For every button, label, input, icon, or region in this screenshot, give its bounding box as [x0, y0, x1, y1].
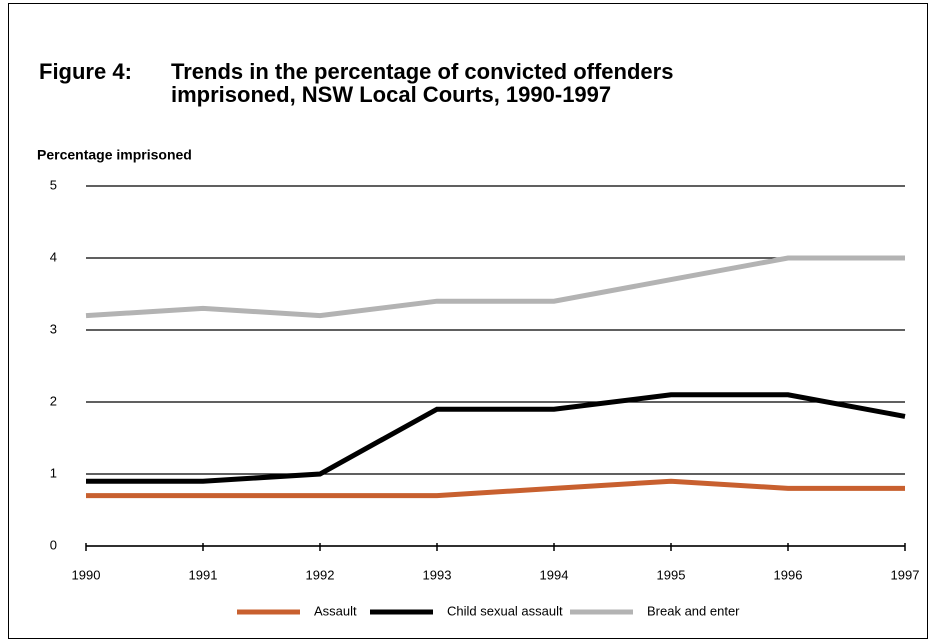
x-tick-label: 1994 — [540, 567, 569, 582]
y-tick-label: 4 — [50, 249, 57, 264]
x-tick-label: 1990 — [72, 567, 101, 582]
x-tick-label: 1993 — [423, 567, 452, 582]
y-tick-label: 2 — [50, 393, 57, 408]
legend-label: Break and enter — [647, 603, 740, 618]
x-tick-label: 1997 — [891, 567, 920, 582]
legend-label: Child sexual assault — [447, 603, 563, 618]
legend-label: Assault — [314, 603, 357, 618]
y-tick-label: 3 — [50, 321, 57, 336]
y-tick-label: 1 — [50, 465, 57, 480]
series-line — [86, 478, 905, 499]
chart-frame — [8, 3, 928, 639]
y-axis-label: Percentage imprisoned — [37, 147, 192, 163]
title-block: Figure 4: Trends in the percentage of co… — [39, 60, 761, 106]
x-tick-label: 1992 — [306, 567, 335, 582]
figure-label: Figure 4: — [39, 59, 132, 84]
y-tick-label: 0 — [50, 537, 57, 552]
y-tick-label: 5 — [50, 177, 57, 192]
x-tick-label: 1991 — [189, 567, 218, 582]
x-tick-label: 1995 — [657, 567, 686, 582]
series-line — [86, 392, 906, 484]
chart-title: Trends in the percentage of convicted of… — [171, 59, 674, 107]
x-tick-label: 1996 — [774, 567, 803, 582]
series-line — [85, 255, 905, 319]
